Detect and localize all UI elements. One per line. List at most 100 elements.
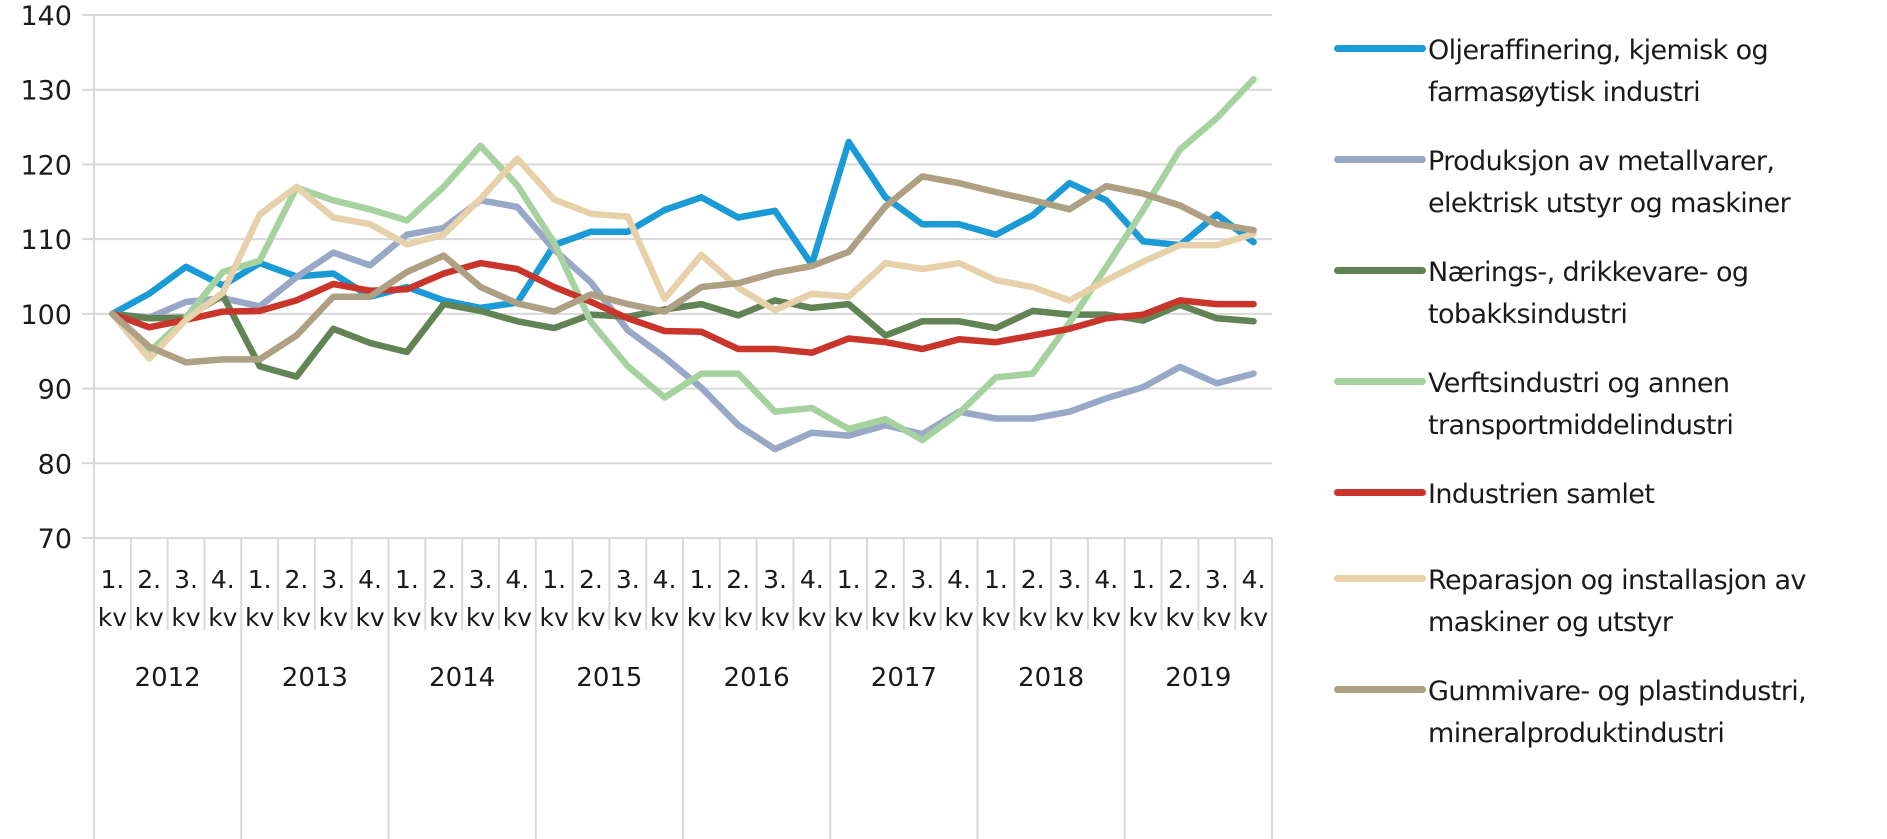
x-tick-kv: kv [540, 603, 569, 632]
series-line-5 [109, 259, 1257, 356]
x-tick-quarter: 4. [211, 565, 235, 594]
legend-item: Produksjon av metallvarer, elektrisk utst… [1334, 141, 1884, 225]
x-tick-quarter: 1. [1131, 565, 1155, 594]
series-line-4 [109, 76, 1257, 444]
y-tick-label: 140 [20, 1, 72, 32]
x-tick-quarter: 4. [1094, 565, 1118, 594]
x-tick-quarter: 1. [248, 565, 272, 594]
legend-item: Oljeraffinering, kjemisk og farmasøytisk … [1334, 30, 1884, 114]
y-tick-label: 130 [20, 76, 72, 107]
x-tick-kv: kv [466, 603, 495, 632]
x-tick-quarter: 3. [616, 565, 640, 594]
x-tick-quarter: 4. [947, 565, 971, 594]
legend-label: elektrisk utstyr og maskiner [1428, 188, 1791, 219]
y-tick-label: 80 [38, 449, 72, 480]
legend-swatch [1334, 489, 1426, 496]
x-tick-kv: kv [944, 603, 973, 632]
legend-label: Oljeraffinering, kjemisk og [1428, 35, 1769, 66]
x-tick-quarter: 1. [837, 565, 861, 594]
series-line-3 [109, 291, 1257, 380]
x-tick-kv: kv [981, 603, 1010, 632]
x-tick-quarter: 1. [984, 565, 1008, 594]
x-tick-kv: kv [724, 603, 753, 632]
legend-label: maskiner og utstyr [1428, 607, 1673, 638]
legend-swatch [1334, 156, 1426, 163]
legend-label: tobakksindustri [1428, 299, 1628, 330]
series-line-6 [109, 155, 1257, 362]
x-tick-year: 2016 [724, 663, 790, 693]
x-tick-kv: kv [687, 603, 716, 632]
y-tick-label: 70 [38, 524, 72, 555]
y-tick-label: 110 [20, 225, 72, 256]
x-tick-kv: kv [576, 603, 605, 632]
x-tick-kv: kv [1165, 603, 1194, 632]
x-tick-kv: kv [613, 603, 642, 632]
x-tick-kv: kv [245, 603, 274, 632]
x-tick-kv: kv [171, 603, 200, 632]
x-tick-quarter: 2. [137, 565, 161, 594]
x-tick-kv: kv [1239, 603, 1268, 632]
y-tick-label: 90 [38, 375, 72, 406]
series-line-2 [109, 197, 1257, 453]
x-tick-kv: kv [355, 603, 384, 632]
x-tick-kv: kv [797, 603, 826, 632]
x-tick-year: 2019 [1165, 663, 1231, 693]
x-tick-quarter: 1. [689, 565, 713, 594]
x-tick-quarter: 1. [542, 565, 566, 594]
legend-label: Industrien samlet [1428, 479, 1655, 510]
x-tick-year: 2014 [429, 663, 495, 693]
x-tick-kv: kv [98, 603, 127, 632]
x-tick-kv: kv [1129, 603, 1158, 632]
legend-label: farmasøytisk industri [1428, 77, 1701, 108]
legend-item: Industrien samlet [1334, 474, 1884, 516]
x-tick-quarter: 3. [469, 565, 493, 594]
x-tick-kv: kv [908, 603, 937, 632]
y-tick-label: 120 [20, 150, 72, 181]
x-tick-quarter: 4. [358, 565, 382, 594]
legend-label: mineralproduktindustri [1428, 718, 1725, 749]
x-tick-year: 2013 [282, 663, 348, 693]
legend-label: Verftsindustri og annen [1428, 368, 1730, 399]
x-tick-quarter: 4. [653, 565, 677, 594]
x-tick-quarter: 3. [910, 565, 934, 594]
x-tick-kv: kv [871, 603, 900, 632]
legend-swatch [1334, 267, 1426, 274]
x-tick-kv: kv [429, 603, 458, 632]
x-tick-kv: kv [1018, 603, 1047, 632]
legend: Oljeraffinering, kjemisk og farmasøytisk … [1334, 30, 1884, 782]
x-tick-quarter: 4. [1242, 565, 1266, 594]
x-tick-kv: kv [282, 603, 311, 632]
x-tick-quarter: 2. [285, 565, 309, 594]
x-tick-quarter: 3. [1058, 565, 1082, 594]
x-tick-quarter: 2. [432, 565, 456, 594]
x-tick-kv: kv [650, 603, 679, 632]
legend-item: Reparasjon og installasjon av maskiner og… [1334, 560, 1884, 644]
x-tick-kv: kv [135, 603, 164, 632]
x-tick-quarter: 2. [579, 565, 603, 594]
x-tick-kv: kv [503, 603, 532, 632]
x-tick-kv: kv [1055, 603, 1084, 632]
x-tick-quarter: 3. [1205, 565, 1229, 594]
x-tick-quarter: 2. [1021, 565, 1045, 594]
x-tick-kv: kv [760, 603, 789, 632]
x-tick-kv: kv [319, 603, 348, 632]
x-tick-year: 2018 [1018, 663, 1084, 693]
x-tick-quarter: 2. [1168, 565, 1192, 594]
x-tick-quarter: 4. [505, 565, 529, 594]
legend-swatch [1334, 686, 1426, 693]
x-tick-year: 2017 [871, 663, 937, 693]
legend-label: Gummivare- og plastindustri, [1428, 676, 1807, 707]
x-tick-year: 2015 [576, 663, 642, 693]
x-tick-kv: kv [392, 603, 421, 632]
series-lines [109, 76, 1257, 453]
legend-label: Produksjon av metallvarer, [1428, 146, 1775, 177]
y-axis-ticks: 70 80 90 100 110 120 130 140 [20, 1, 72, 555]
x-tick-quarter: 1. [100, 565, 124, 594]
x-axis: 1. kv 2. kv 3. kv 4. kv 1. kv 2. kv 3. kv 4. kv 1. kv 2. kv… [93, 538, 1273, 839]
x-tick-kv: kv [1092, 603, 1121, 632]
legend-label: Reparasjon og installasjon av [1428, 565, 1806, 596]
x-tick-quarter: 4. [800, 565, 824, 594]
legend-swatch [1334, 575, 1426, 582]
x-tick-kv: kv [834, 603, 863, 632]
